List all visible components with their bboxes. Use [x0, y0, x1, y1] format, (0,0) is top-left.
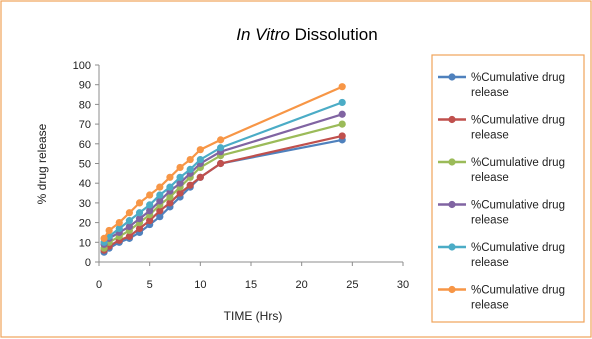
- series-6-point: [217, 136, 225, 144]
- legend-swatch-marker: [448, 285, 456, 294]
- series-2-point: [146, 217, 154, 225]
- series-6-point: [186, 155, 194, 164]
- legend-label-line2: release: [471, 172, 509, 184]
- legend-label-line1: %Cumulative drug: [471, 72, 565, 84]
- legend-label-line1: %Cumulative drug: [471, 200, 565, 212]
- legend-label-line2: release: [471, 215, 509, 227]
- x-axis-label: TIME (Hrs): [224, 309, 283, 323]
- x-tick-label: 10: [194, 279, 206, 291]
- series-2-point: [135, 224, 144, 233]
- y-tick-label: 50: [79, 159, 91, 171]
- x-tick-label: 5: [147, 279, 153, 291]
- legend: %Cumulative drug release %Cumulative drug r…: [438, 72, 565, 312]
- series-5-point: [166, 183, 174, 191]
- y-tick-label: 30: [79, 198, 91, 210]
- legend-item-3: %Cumulative drug release: [438, 157, 565, 184]
- legend-label-line1: %Cumulative drug: [471, 285, 565, 297]
- series-4-point: [146, 207, 154, 215]
- series-2-point: [196, 173, 204, 181]
- series-6-point: [125, 209, 133, 217]
- legend-label-line2: release: [471, 300, 509, 312]
- series-3-point: [338, 120, 346, 128]
- y-tick-label: 70: [79, 119, 91, 131]
- series-6-point: [176, 163, 184, 172]
- series-5-point: [186, 165, 194, 174]
- series-5-point: [125, 217, 133, 225]
- y-tick-label: 80: [79, 99, 91, 111]
- series-5-point: [196, 155, 204, 164]
- series-6-point: [156, 183, 164, 191]
- legend-item-5: %Cumulative drug release: [438, 242, 565, 269]
- series-5-point: [156, 191, 164, 199]
- series-6-point: [196, 146, 204, 154]
- series-4-point: [156, 197, 164, 205]
- series-4-point: [125, 222, 133, 231]
- legend-swatch-marker: [448, 158, 456, 166]
- series-6-point: [338, 83, 346, 91]
- x-tick-label: 0: [96, 279, 102, 291]
- legend-label-line2: release: [471, 257, 509, 269]
- series-5-point: [176, 173, 184, 181]
- legend-label-line2: release: [471, 130, 509, 142]
- series-2-point: [156, 207, 164, 215]
- legend-label-line1: %Cumulative drug: [471, 242, 565, 254]
- series-6-point: [146, 191, 154, 199]
- series-1-point: [156, 213, 164, 221]
- x-tick-label: 20: [296, 279, 308, 291]
- y-tick-label: 100: [73, 60, 91, 72]
- x-tick-label: 25: [346, 279, 358, 291]
- series-6-point: [115, 219, 123, 227]
- series-2-point: [217, 159, 225, 168]
- series-4-point: [135, 215, 144, 223]
- legend-label-line1: %Cumulative drug: [471, 157, 565, 169]
- chart-title-italic: In Vitro: [236, 25, 290, 44]
- series-2-point: [176, 189, 184, 197]
- legend-item-2: %Cumulative drug release: [438, 115, 565, 142]
- series-4-point: [176, 179, 184, 187]
- series-6: [100, 83, 346, 242]
- series-5-point: [217, 144, 225, 152]
- series-2-point: [186, 181, 194, 189]
- chart-title-rest: Dissolution: [290, 25, 378, 44]
- legend-swatch-marker: [448, 200, 456, 209]
- series-6-point: [105, 226, 113, 235]
- y-tick-label: 90: [79, 80, 91, 92]
- series-5: [100, 98, 346, 246]
- x-ticks: 0 5 10 15 20 25 30: [96, 262, 409, 291]
- x-tick-label: 30: [397, 279, 409, 291]
- y-ticks: 0 10 20 30 40 50 60 70 80 90 100: [73, 60, 99, 269]
- series-5-point: [135, 209, 144, 217]
- series-3-point: [166, 193, 174, 201]
- y-tick-label: 40: [79, 178, 91, 190]
- legend-label-line2: release: [471, 87, 509, 99]
- series-6-point: [166, 173, 174, 181]
- series-2-point: [125, 232, 133, 240]
- legend-item-6: %Cumulative drug release: [438, 285, 565, 312]
- x-tick-label: 15: [245, 279, 257, 291]
- series-layer: [100, 83, 346, 256]
- legend-swatch-marker: [448, 115, 456, 124]
- legend-item-4: %Cumulative drug release: [438, 200, 565, 227]
- y-tick-label: 10: [79, 237, 91, 249]
- y-tick-label: 60: [79, 139, 91, 151]
- series-2-point: [166, 199, 174, 207]
- y-axis-label: % drug release: [35, 123, 49, 204]
- legend-box: [431, 54, 585, 323]
- y-tick-label: 20: [79, 218, 91, 230]
- series-6-point: [135, 199, 144, 207]
- legend-item-1: %Cumulative drug release: [438, 72, 565, 99]
- series-5-point: [115, 224, 123, 233]
- chart-title: In Vitro Dissolution: [236, 25, 377, 44]
- series-6-point: [100, 234, 108, 242]
- series-2-point: [338, 132, 346, 140]
- series-5-point: [338, 98, 346, 107]
- series-5-point: [146, 201, 154, 209]
- legend-swatch-marker: [448, 243, 456, 251]
- legend-swatch-marker: [448, 73, 456, 81]
- legend-label-line1: %Cumulative drug: [471, 115, 565, 127]
- series-4-point: [338, 110, 346, 118]
- y-tick-label: 0: [85, 257, 91, 269]
